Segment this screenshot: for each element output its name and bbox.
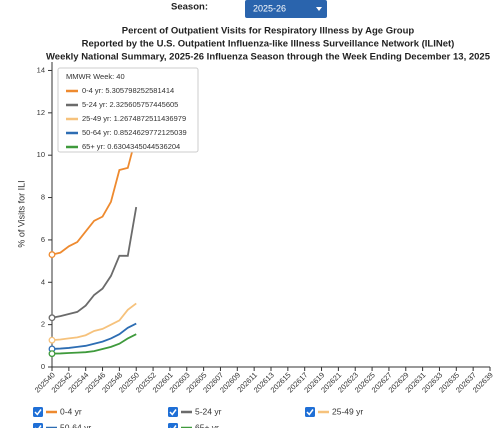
legend-checkbox[interactable] xyxy=(168,407,178,417)
season-value[interactable]: 2025-26 xyxy=(253,3,286,13)
legend-label[interactable]: 25-49 yr xyxy=(332,406,363,416)
hover-point xyxy=(48,314,56,322)
y-axis-label: % of Visits for ILI xyxy=(16,180,26,247)
legend-label[interactable]: 0-4 yr xyxy=(60,406,82,416)
y-tick-label: 6 xyxy=(41,235,45,244)
legend-check[interactable] xyxy=(34,409,42,416)
legend-label[interactable]: 50-64 yr xyxy=(60,422,91,428)
legend-check[interactable] xyxy=(35,425,42,428)
legend-checkbox[interactable] xyxy=(33,407,43,417)
y-tick-label: 0 xyxy=(41,362,45,371)
series-line xyxy=(51,302,137,342)
tooltip-item: 0-4 yr: 5.305798252581414 xyxy=(82,86,174,95)
legend-item[interactable]: 0-4 yr xyxy=(33,406,82,417)
legend-item[interactable]: 50-64 yr xyxy=(33,422,91,428)
legend-check[interactable] xyxy=(170,425,177,428)
legend-checkbox[interactable] xyxy=(305,407,315,417)
series-line xyxy=(51,206,138,319)
tooltip-item: 5-24 yr: 2.325605757445605 xyxy=(82,100,178,109)
series-line xyxy=(51,322,137,350)
chart-subtitle: Weekly National Summary, 2025-26 Influen… xyxy=(46,52,491,63)
legend-checkbox[interactable] xyxy=(168,423,178,428)
season-dropdown[interactable] xyxy=(245,0,327,18)
y-tick-label: 4 xyxy=(41,277,45,286)
legend-item[interactable]: 25-49 yr xyxy=(305,406,363,417)
series-line xyxy=(51,135,138,256)
tooltip-item: 65+ yr: 0.6304345044536204 xyxy=(82,142,180,151)
legend-label[interactable]: 5-24 yr xyxy=(195,406,222,416)
y-tick-label: 2 xyxy=(41,320,45,329)
chart-subtitle: Reported by the U.S. Outpatient Influenz… xyxy=(82,39,455,50)
hover-point xyxy=(48,251,56,259)
y-tick-label: 8 xyxy=(41,193,45,202)
legend-label[interactable]: 65+ yr xyxy=(195,422,219,428)
chart-title: Percent of Outpatient Visits for Respira… xyxy=(122,26,415,37)
tooltip-item: 50-64 yr: 0.8524629772125039 xyxy=(82,128,187,137)
y-tick-label: 14 xyxy=(37,65,45,74)
legend-check[interactable] xyxy=(306,409,314,416)
hover-point xyxy=(48,336,56,344)
legend-item[interactable]: 5-24 yr xyxy=(168,406,222,417)
y-tick-label: 10 xyxy=(37,150,45,159)
season-label: Season: xyxy=(171,2,208,13)
series-line xyxy=(51,333,137,355)
tooltip-title: MMWR Week: 40 xyxy=(66,72,125,81)
tooltip-box xyxy=(57,67,199,153)
legend-checkbox[interactable] xyxy=(33,423,43,428)
hover-point xyxy=(48,350,56,358)
dropdown-caret[interactable] xyxy=(316,7,322,11)
tooltip: MMWR Week: 40 0-4 yr: 5.305798252581414 5-… xyxy=(57,67,199,153)
y-tick-label: 12 xyxy=(37,108,45,117)
tooltip-item: 25-49 yr: 1.2674872511436979 xyxy=(82,114,186,123)
legend-item[interactable]: 65+ yr xyxy=(168,422,219,428)
legend-check[interactable] xyxy=(169,409,177,416)
